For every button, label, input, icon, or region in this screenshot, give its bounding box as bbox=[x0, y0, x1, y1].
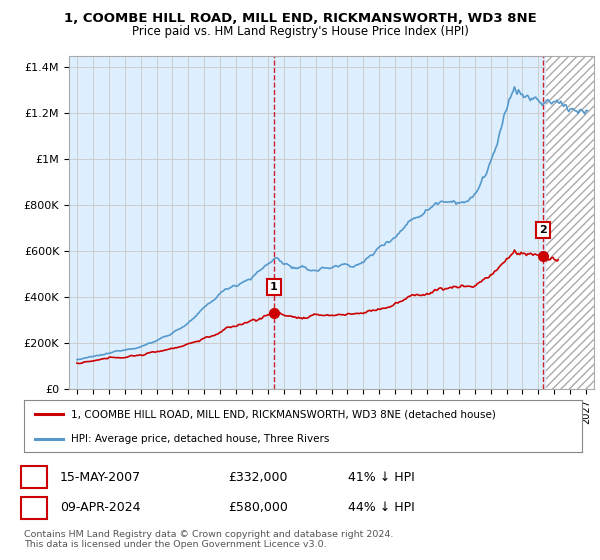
Text: 1: 1 bbox=[29, 470, 38, 484]
Bar bbox=[546, 56, 600, 389]
Text: HPI: Average price, detached house, Three Rivers: HPI: Average price, detached house, Thre… bbox=[71, 434, 330, 444]
Text: 1, COOMBE HILL ROAD, MILL END, RICKMANSWORTH, WD3 8NE: 1, COOMBE HILL ROAD, MILL END, RICKMANSW… bbox=[64, 12, 536, 25]
Text: 41% ↓ HPI: 41% ↓ HPI bbox=[348, 470, 415, 484]
Text: £580,000: £580,000 bbox=[228, 501, 288, 515]
Text: 1: 1 bbox=[270, 282, 278, 292]
Text: 15-MAY-2007: 15-MAY-2007 bbox=[60, 470, 141, 484]
Text: Contains HM Land Registry data © Crown copyright and database right 2024.
This d: Contains HM Land Registry data © Crown c… bbox=[24, 530, 394, 549]
Text: 2: 2 bbox=[29, 501, 38, 515]
Text: 09-APR-2024: 09-APR-2024 bbox=[60, 501, 140, 515]
Text: £332,000: £332,000 bbox=[228, 470, 287, 484]
Text: 2: 2 bbox=[539, 225, 547, 235]
Text: 44% ↓ HPI: 44% ↓ HPI bbox=[348, 501, 415, 515]
Text: Price paid vs. HM Land Registry's House Price Index (HPI): Price paid vs. HM Land Registry's House … bbox=[131, 25, 469, 38]
Text: 1, COOMBE HILL ROAD, MILL END, RICKMANSWORTH, WD3 8NE (detached house): 1, COOMBE HILL ROAD, MILL END, RICKMANSW… bbox=[71, 409, 496, 419]
